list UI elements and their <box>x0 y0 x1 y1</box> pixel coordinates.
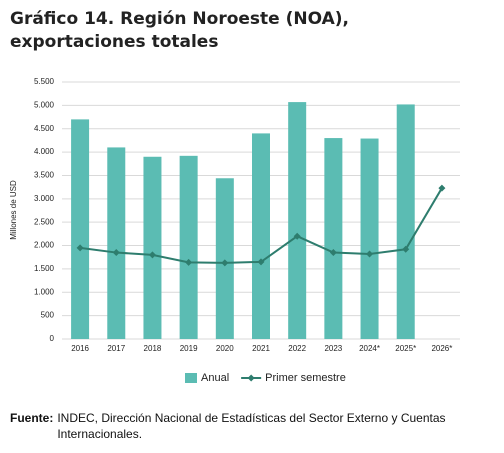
line-marker <box>112 249 120 257</box>
y-tick-label: 4.500 <box>34 124 55 133</box>
x-tick-label: 2026* <box>431 344 452 353</box>
source: Fuente: INDEC, Dirección Nacional de Esta… <box>10 410 480 442</box>
y-tick-label: 3.500 <box>34 171 55 180</box>
x-tick-label: 2018 <box>144 344 162 353</box>
bar <box>71 119 90 339</box>
y-tick-label: 2.000 <box>34 241 55 250</box>
line-marker <box>221 259 229 267</box>
y-axis-label: Millones de USD <box>9 180 18 240</box>
x-tick-label: 2025* <box>395 344 416 353</box>
legend-label: Primer semestre <box>265 372 346 384</box>
y-tick-label: 1.000 <box>34 287 55 296</box>
source-label: Fuente: <box>10 411 54 425</box>
chart-title: Gráfico 14. Región Noroeste (NOA), expor… <box>10 9 350 52</box>
chart: Millones de USD 0 500 1.000 1.500 2.000 2.500… <box>9 77 460 384</box>
line-marker <box>148 251 156 259</box>
x-tick-label: 2023 <box>324 344 342 353</box>
x-tick-label: 2017 <box>107 344 125 353</box>
x-tick-label: 2024* <box>359 344 380 353</box>
y-tick-label: 500 <box>41 311 55 320</box>
bar <box>143 156 162 339</box>
legend-label: Anual <box>201 372 229 384</box>
x-tick-label: 2021 <box>252 344 270 353</box>
line-marker <box>293 232 301 240</box>
line-marker <box>76 244 84 252</box>
y-tick-label: 5.000 <box>34 100 55 109</box>
y-tick-label: 4.000 <box>34 147 55 156</box>
bar <box>288 102 307 339</box>
source-text: INDEC, Dirección Nacional de Estadística… <box>57 411 446 441</box>
bar <box>360 138 379 339</box>
y-tick-label: 5.500 <box>34 77 55 86</box>
legend-swatch <box>185 373 197 383</box>
line-marker <box>257 258 265 266</box>
x-tick-label: 2022 <box>288 344 306 353</box>
legend-marker <box>247 374 255 382</box>
x-tick-label: 2020 <box>216 344 234 353</box>
bar <box>107 147 126 339</box>
line-marker <box>366 250 374 258</box>
bar <box>252 133 270 339</box>
bar <box>179 155 198 339</box>
y-tick-label: 1.500 <box>34 264 55 273</box>
x-tick-label: 2016 <box>71 344 89 353</box>
bar <box>396 104 415 339</box>
y-tick-label: 2.500 <box>34 217 55 226</box>
x-tick-label: 2019 <box>180 344 198 353</box>
line-marker <box>329 249 337 257</box>
line-marker <box>438 184 446 192</box>
bar <box>215 178 234 339</box>
line-marker <box>402 245 410 253</box>
y-tick-label: 3.000 <box>34 194 55 203</box>
bar <box>324 138 343 339</box>
legend: Anual Primer semestre <box>185 372 346 384</box>
line-marker <box>185 258 193 266</box>
y-tick-label: 0 <box>50 334 55 343</box>
